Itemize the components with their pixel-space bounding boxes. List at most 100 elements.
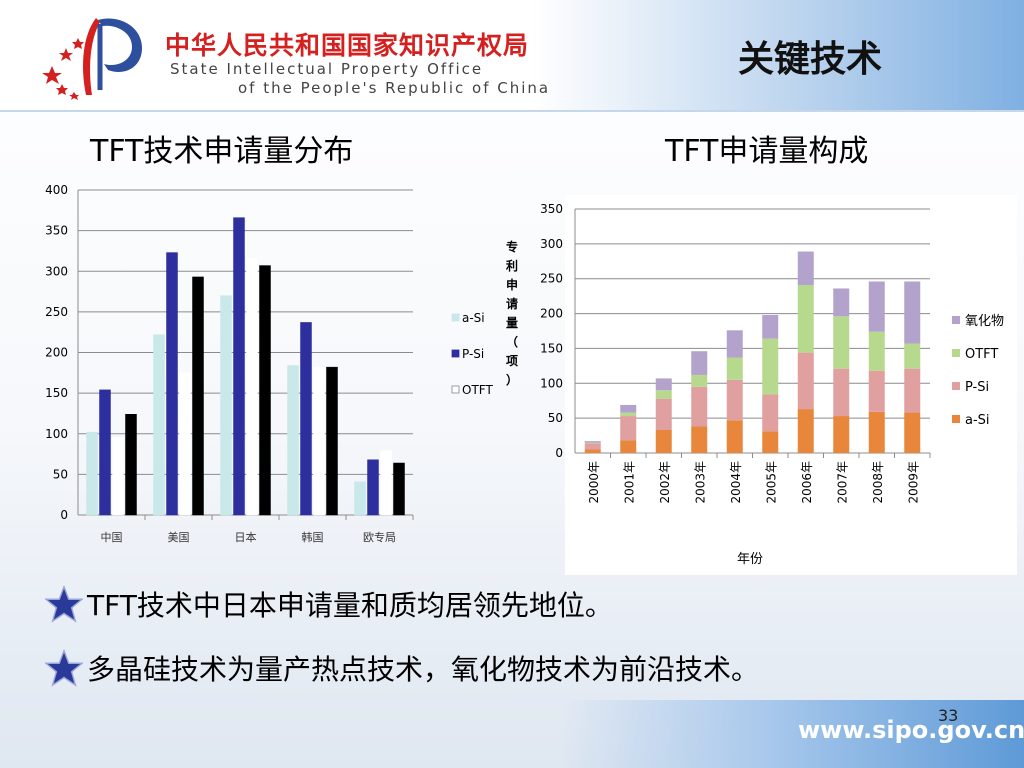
bar-segment-OTFT [868, 331, 885, 371]
bar-segment-P-Si [655, 398, 672, 430]
left-chart-y-ticks: 0 50 100 150 200 250 300 350 400 [45, 183, 68, 522]
bar-P-Si [300, 322, 312, 516]
footer-band [560, 700, 1024, 768]
bar-segment-OTFT [655, 390, 672, 399]
x-tick-label: 2003年 [693, 461, 707, 504]
right-chart-x-axis-label: 年份 [737, 552, 763, 567]
bar-segment-a-Si [584, 449, 601, 453]
bar-segment-氧化物 [833, 288, 850, 317]
legend-label: a-Si [462, 311, 485, 325]
legend-label: 氧化物 [965, 314, 1004, 329]
left-chart-x-ticks: 中国 美国 日本 韩国 欧专局 [101, 515, 414, 544]
bar-segment-a-Si [655, 429, 672, 453]
bar-a-Si [220, 295, 232, 516]
bullet-item-1: TFT技术中日本申请量和质均居领先地位。 [45, 584, 613, 624]
y-axis-label-char: 专 [506, 239, 518, 254]
y-tick-label: 350 [540, 202, 563, 216]
right-chart-panel [565, 195, 1017, 575]
x-tick-label: 2006年 [800, 461, 814, 504]
x-tick-label: 美国 [168, 531, 190, 544]
bar-segment-a-Si [797, 409, 814, 453]
bar-segment-氧化物 [868, 281, 885, 332]
right-chart-x-ticks: 2000年 2001年 2002年 2003年 2004年 2005年 2006年 2007年… [587, 453, 931, 504]
bar-segment-P-Si [833, 368, 850, 417]
left-chart-legend: a-Si P-Si OTFT [451, 311, 493, 397]
bar-OTFT [246, 258, 258, 516]
bar-segment-OTFT [762, 338, 779, 395]
bar-P-Si [99, 389, 111, 516]
bar-segment-P-Si [762, 394, 779, 432]
bar-segment-P-Si [584, 443, 601, 450]
right-chart-y-ticks: 0 50 100 150 200 250 300 350 [540, 202, 563, 460]
bar-segment-OTFT [833, 316, 850, 369]
bar-segment-氧化物 [691, 351, 708, 375]
bar-segment-OTFT [797, 284, 814, 353]
y-axis-label-char: （ [506, 334, 518, 349]
bullet-item-2: 多晶硅技术为量产热点技术，氧化物技术为前沿技术。 [45, 648, 759, 688]
org-name-en-line2: of the People's Republic of China [238, 79, 551, 97]
bar-segment-a-Si [868, 411, 885, 453]
y-tick-label: 250 [540, 272, 563, 286]
bar-series4 [259, 265, 271, 516]
legend-swatch [952, 349, 960, 357]
y-axis-label-char: 请 [506, 296, 518, 311]
y-tick-label: 400 [45, 183, 68, 197]
bar-segment-P-Si [691, 386, 708, 427]
right-chart-title: TFT申请量构成 [665, 134, 869, 169]
y-axis-label-char: 申 [506, 277, 518, 292]
y-tick-label: 0 [60, 508, 68, 522]
y-tick-label: 350 [45, 224, 68, 238]
bar-segment-氧化物 [797, 251, 814, 285]
x-tick-label: 2002年 [658, 461, 672, 504]
bar-segment-氧化物 [584, 441, 601, 443]
right-chart-legend: 氧化物 OTFT P-Si a-Si [952, 314, 1004, 428]
y-axis-label-char: 项 [506, 354, 518, 368]
x-tick-label: 欧专局 [363, 530, 396, 544]
legend-swatch [451, 385, 460, 394]
y-axis-label-char: 量 [506, 316, 518, 330]
bar-segment-a-Si [691, 426, 708, 453]
y-tick-label: 300 [540, 237, 563, 251]
bar-P-Si [367, 459, 379, 516]
y-axis-label-char: ） [506, 372, 518, 387]
y-tick-label: 150 [540, 341, 563, 355]
y-tick-label: 100 [540, 376, 563, 390]
legend-label: OTFT [965, 347, 998, 362]
y-tick-label: 200 [45, 346, 68, 360]
legend-label: a-Si [965, 413, 990, 428]
x-tick-label: 2007年 [835, 461, 849, 504]
bar-a-Si [86, 431, 98, 516]
y-tick-label: 150 [45, 386, 68, 400]
bar-OTFT [380, 450, 392, 516]
x-tick-label: 2005年 [764, 461, 778, 504]
left-chart-bars [86, 217, 405, 516]
country-distribution-chart: 0 50 100 150 200 250 300 350 400 中国 美国 日本 韩国 欧专局 a-S… [45, 183, 493, 544]
y-tick-label: 250 [45, 305, 68, 319]
x-tick-label: 韩国 [302, 530, 324, 544]
header-banner [0, 0, 1024, 112]
legend-label: P-Si [965, 380, 989, 395]
x-tick-label: 日本 [235, 530, 257, 544]
bar-segment-氧化物 [762, 314, 779, 339]
bar-a-Si [153, 334, 165, 516]
bar-segment-P-Si [797, 352, 814, 410]
bar-OTFT [313, 366, 325, 516]
left-chart-title: TFT技术申请量分布 [90, 134, 354, 169]
sipo-logo-icon [42, 18, 142, 100]
x-tick-label: 中国 [101, 531, 123, 544]
bullet-text-2: 多晶硅技术为量产热点技术，氧化物技术为前沿技术。 [87, 653, 760, 686]
bar-segment-P-Si [904, 368, 921, 413]
legend-swatch [451, 349, 460, 358]
y-tick-label: 50 [53, 467, 68, 481]
bar-segment-a-Si [762, 431, 779, 453]
bar-segment-氧化物 [655, 378, 672, 391]
bar-series4 [326, 366, 338, 516]
y-axis-label-char: 利 [506, 258, 518, 273]
x-tick-label: 2001年 [622, 461, 636, 504]
bar-OTFT [179, 372, 191, 516]
website-link[interactable]: www.sipo.gov.cn [798, 716, 1024, 744]
bar-OTFT [112, 437, 124, 516]
y-tick-label: 300 [45, 264, 68, 278]
